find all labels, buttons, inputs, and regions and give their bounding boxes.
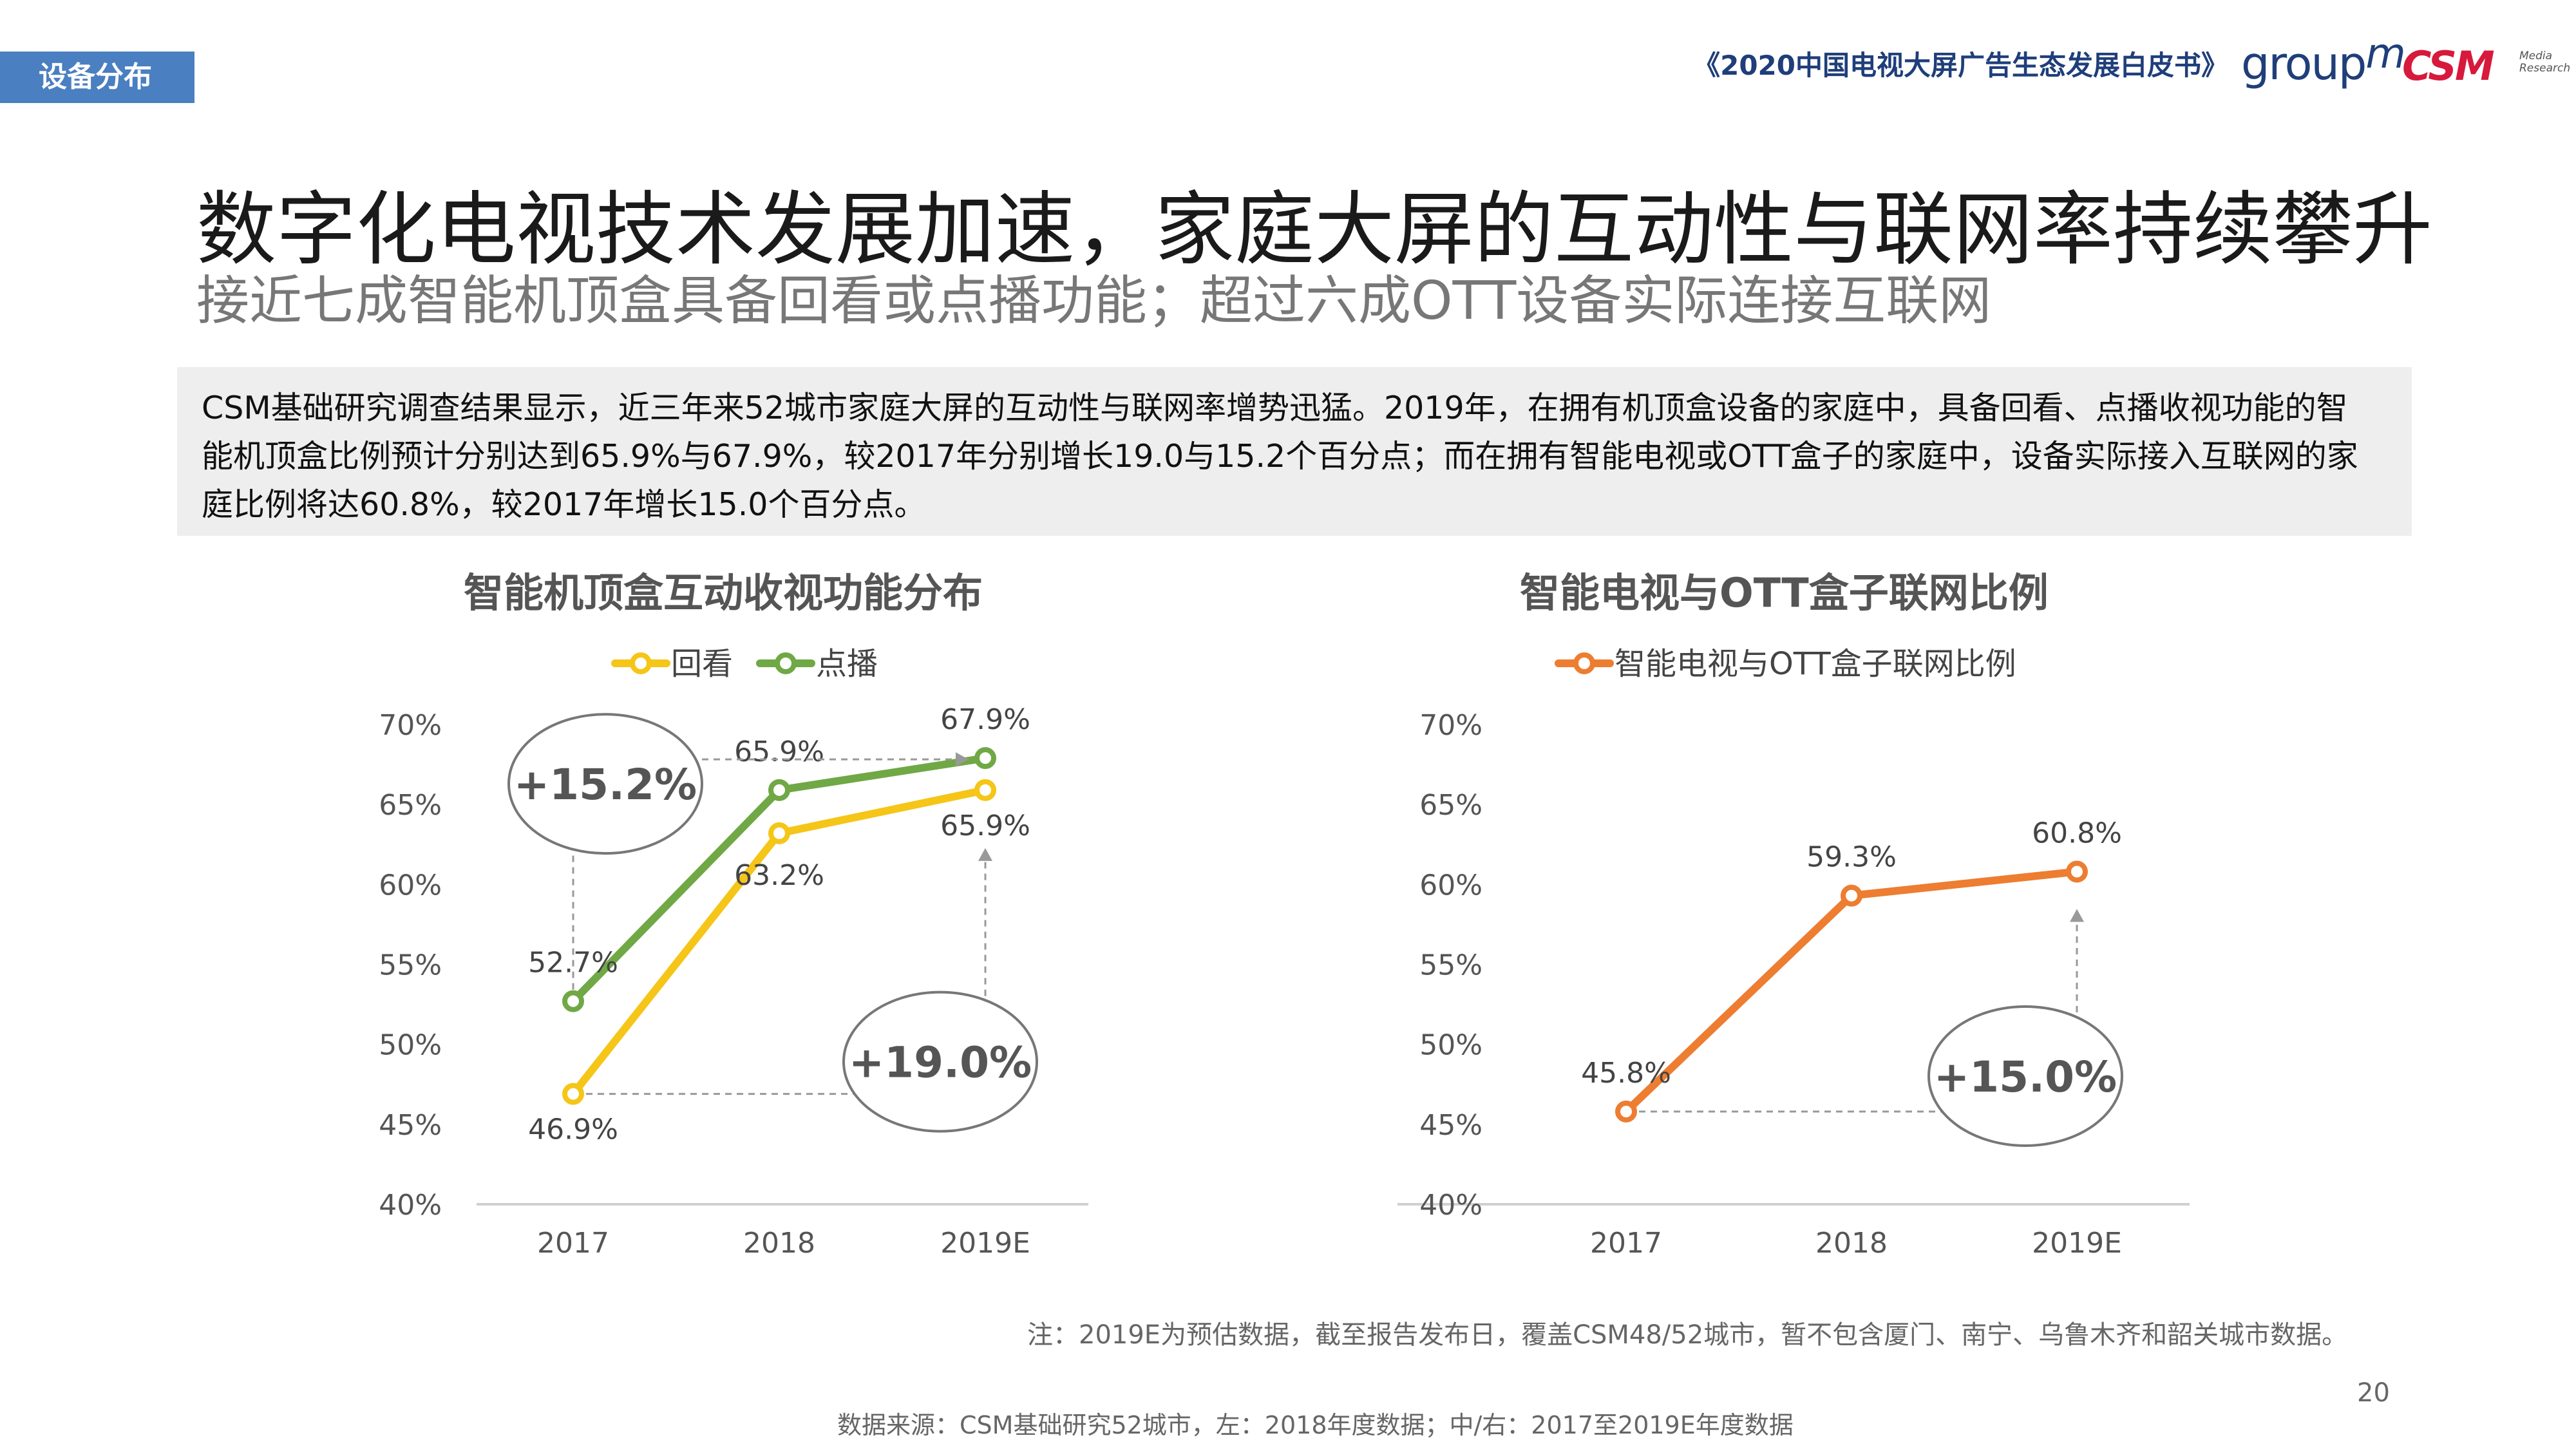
data-source: 数据来源：CSM基础研究52城市，左：2018年度数据；中/右：2017至201… [837,1411,1794,1439]
data-point-1-0-0 [1615,1100,1637,1122]
groupm-logo: groupm [2241,30,2406,90]
annotation-15-0-text: +15.0% [1934,1052,2117,1102]
page-headline: 数字化电视技术发展加速，家庭大屏的互动性与联网率持续攀升 [196,184,2433,276]
groupm-logo-text: group [2241,37,2367,90]
chart-0-x-tick-label: 2017 [537,1227,609,1260]
chart-0-y-tick-label: 45% [379,1109,442,1142]
chart-0-y-tick-label: 70% [379,709,442,742]
annotation-19-0-text: +19.0% [849,1038,1032,1088]
data-label-1-0-0: 45.8% [1581,1057,1671,1090]
chart-0-x-tick-label: 2019E [940,1227,1030,1260]
legend-label-1-0: 智能电视与OTT盒子联网比例 [1615,646,2016,682]
chart-1-y-tick-label: 70% [1419,709,1482,742]
chart-1-x-tick-label: 2017 [1590,1227,1662,1260]
legend-marker-0-0 [630,652,652,674]
data-point-0-1-1 [768,779,790,801]
chart-0-y-tick-label: 40% [379,1189,442,1222]
data-label-0-0-1: 63.2% [734,859,824,892]
csm-logo-subtitle: Media Research [2519,50,2571,75]
chart-1-x-tick-label: 2019E [2032,1227,2122,1260]
chart-0-y-tick-label: 55% [379,949,442,982]
footnote: 注：2019E为预估数据，截至报告发布日，覆盖CSM48/52城市，暂不包含厦门… [1027,1320,2348,1350]
chart-0-y-tick-label: 50% [379,1029,442,1062]
left-chart-title: 智能机顶盒互动收视功能分布 [464,569,983,616]
legend-marker-0-1 [775,652,797,674]
data-label-0-0-2: 65.9% [940,810,1030,842]
chart-1-y-tick-label: 60% [1419,869,1482,902]
annotation-arrow-15-2 [956,752,969,767]
chart-0-y-tick-label: 60% [379,869,442,902]
page-number: 20 [2357,1378,2390,1408]
right-chart-title: 智能电视与OTT盒子联网比例 [1520,569,2049,616]
legend-label-0-1: 点播 [816,646,878,682]
annotation-arrow-19-0 [978,848,992,861]
data-point-0-0-1 [768,822,790,844]
chart-1-y-tick-label: 65% [1419,789,1482,822]
chart-0-y-tick-label: 65% [379,789,442,822]
page-subheadline: 接近七成智能机顶盒具备回看或点播功能；超过六成OTT设备实际连接互联网 [196,270,1992,332]
data-point-0-1-0 [562,990,584,1012]
data-point-1-0-2 [2066,860,2088,883]
groupm-logo-m: m [2365,30,2405,78]
summary-text: CSM基础研究调查结果显示，近三年来52城市家庭大屏的互动性与联网率增势迅猛。2… [202,390,2358,523]
annotation-arrow-15-0 [2070,909,2084,922]
section-tag: 设备分布 [0,52,194,103]
data-label-1-0-1: 59.3% [1806,841,1897,874]
csm-logo: CSM [2402,43,2495,90]
annotation-15-2-ellipse [507,713,703,855]
annotation-19-0-ellipse [842,990,1038,1133]
legend-label-0-0: 回看 [671,646,733,682]
chart-1-x-tick-label: 2018 [1815,1227,1888,1260]
report-title: 《2020中国电视大屏广告生态发展白皮书》 [1693,50,2228,81]
summary-box: CSM基础研究调查结果显示，近三年来52城市家庭大屏的互动性与联网率增势迅猛。2… [177,367,2412,536]
data-point-0-1-2 [974,747,996,770]
legend-marker-1-0 [1573,652,1595,674]
chart-1-y-tick-label: 40% [1419,1189,1482,1222]
charts-canvas: 40% 45% 50% 55% 60% 65% 70% 2017 2018 2019E 回看 点播 46… [379,646,2190,1260]
annotation-15-0-ellipse [1927,1005,2123,1147]
data-label-0-1-1: 65.9% [734,735,824,768]
annotation-15-2-text: +15.2% [514,760,697,810]
data-point-0-0-2 [974,779,996,801]
data-point-0-0-0 [562,1083,584,1105]
chart-1-y-tick-label: 45% [1419,1109,1482,1142]
data-label-0-1-2: 67.9% [940,703,1030,736]
data-label-1-0-2: 60.8% [2032,817,2122,849]
chart-1-y-tick-label: 50% [1419,1029,1482,1062]
chart-0-x-tick-label: 2018 [743,1227,815,1260]
data-point-1-0-1 [1841,884,1862,907]
data-label-0-0-0: 46.9% [528,1113,618,1146]
chart-1-y-tick-label: 55% [1419,949,1482,982]
